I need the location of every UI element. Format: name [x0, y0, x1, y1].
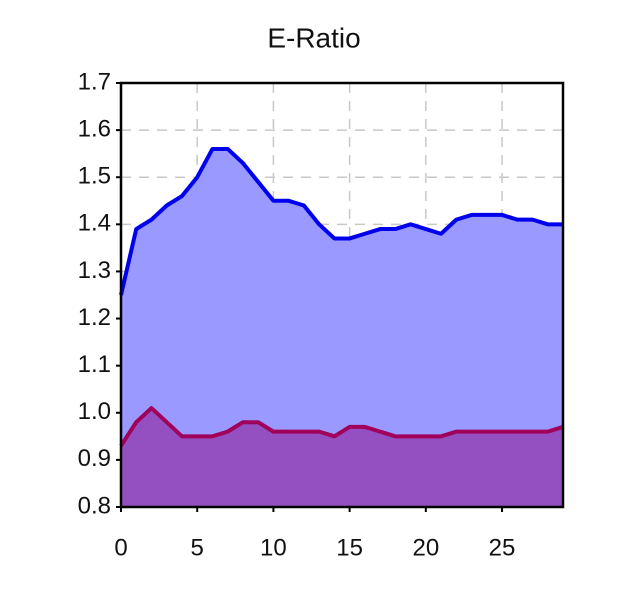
series-line [119, 406, 564, 447]
area-fill [121, 148, 563, 507]
x-tick-label: 0 [114, 534, 127, 561]
x-tick-label: 5 [191, 534, 204, 561]
x-tick-label: 15 [336, 534, 363, 561]
series-line [119, 146, 563, 296]
y-tick-label: 1.1 [78, 351, 111, 378]
y-tick-label: 1.4 [78, 210, 111, 237]
plot-frame [119, 81, 565, 509]
x-tick-label: 10 [260, 534, 287, 561]
y-tick-label: 1.0 [78, 398, 111, 425]
y-tick-label: 0.9 [78, 445, 111, 472]
chart-title: E-Ratio [267, 22, 360, 53]
y-tick-label: 1.2 [78, 304, 111, 331]
y-tick-label: 1.3 [78, 257, 111, 284]
y-tick-label: 1.7 [78, 68, 111, 95]
x-tick-label: 20 [412, 534, 439, 561]
y-tick-label: 1.5 [78, 163, 111, 190]
y-tick-label: 0.8 [78, 492, 111, 519]
x-tick-label: 25 [489, 534, 516, 561]
y-tick-label: 1.6 [78, 115, 111, 142]
